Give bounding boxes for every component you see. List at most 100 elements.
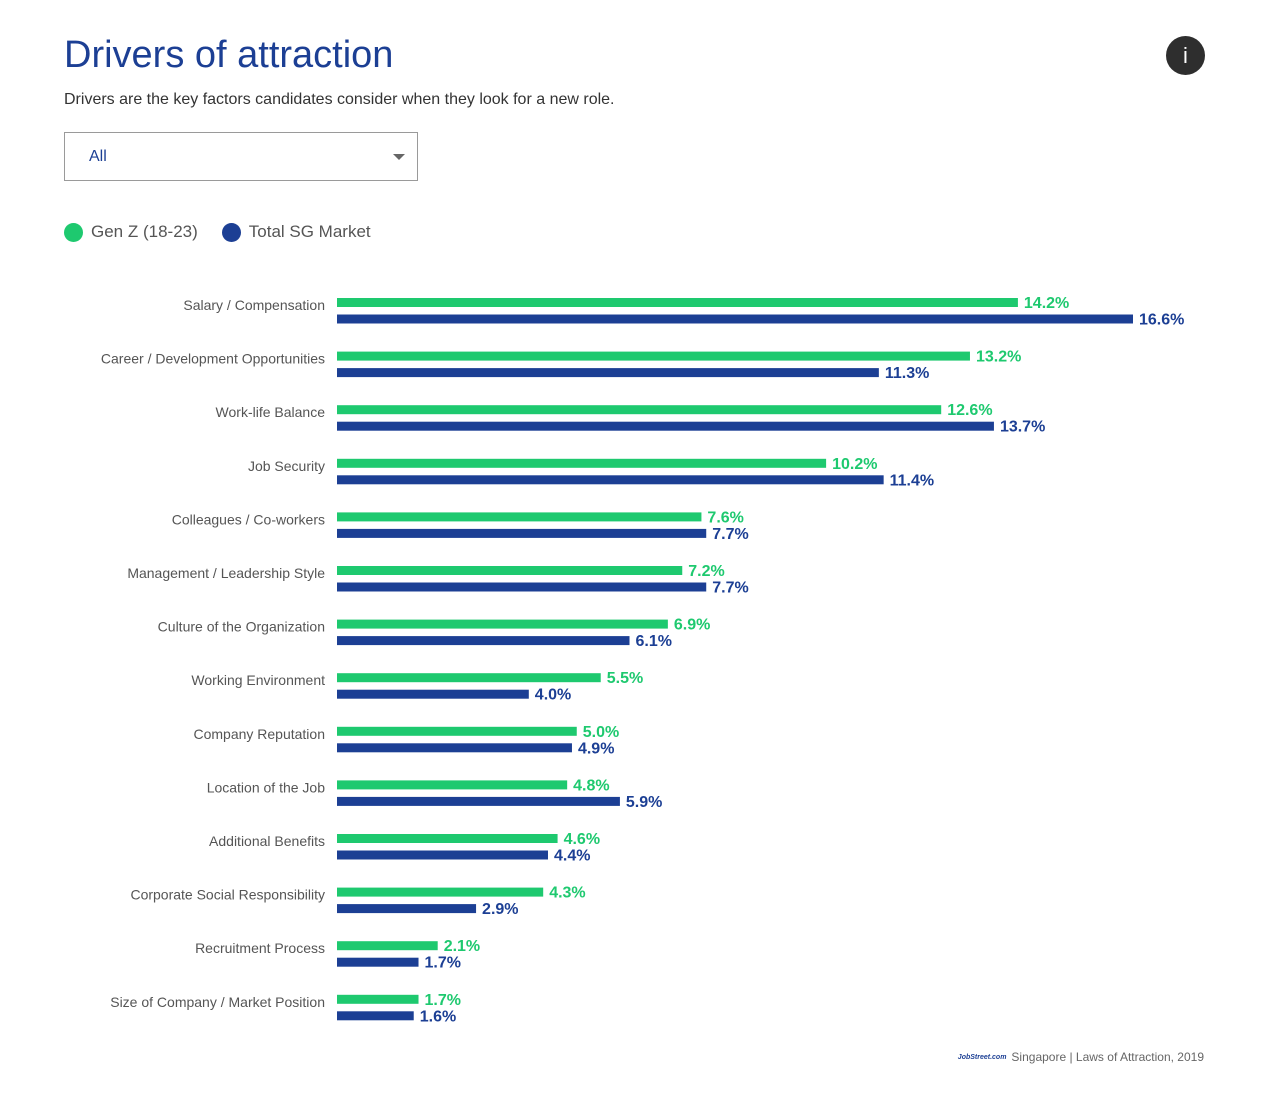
bar-total[interactable] [337,850,548,860]
bar-genz[interactable] [337,351,970,361]
chevron-down-icon [393,154,405,160]
value-label-total: 11.4% [890,472,934,489]
bar-total[interactable] [337,636,630,646]
category-label: Salary / Compensation [183,297,325,313]
category-group: Working Environment 5.5% 4.0% [191,670,643,704]
legend-label-total: Total SG Market [248,222,371,241]
value-label-total: 1.6% [420,1008,456,1025]
category-label: Company Reputation [193,726,325,742]
bar-total[interactable] [337,743,572,753]
category-label: Location of the Job [207,779,326,795]
category-label: Working Environment [191,672,325,688]
bar-total[interactable] [337,528,707,538]
category-label: Additional Benefits [209,833,325,849]
bar-total[interactable] [337,582,707,592]
bar-total[interactable] [337,689,529,699]
bar-total[interactable] [337,421,994,431]
category-group: Work-life Balance 12.6% 13.7% [216,402,1046,436]
chart-legend: Gen Z (18-23) Total SG Market [64,222,395,242]
legend-item-total[interactable]: Total SG Market [221,222,371,242]
bar-genz[interactable] [337,673,601,683]
bar-total[interactable] [337,904,477,914]
category-label: Corporate Social Responsibility [130,887,325,903]
bar-genz[interactable] [337,941,438,951]
value-label-total: 2.9% [482,901,518,918]
value-label-genz: 1.7% [425,992,461,1009]
bar-genz[interactable] [337,726,577,736]
value-label-genz: 12.6% [947,402,992,419]
info-button[interactable]: i [1166,36,1205,75]
info-icon: i [1183,42,1188,68]
value-label-genz: 5.5% [607,670,643,687]
category-label: Work-life Balance [216,404,326,420]
value-label-total: 7.7% [712,526,748,543]
value-label-genz: 7.6% [707,509,743,526]
value-label-total: 4.0% [535,687,571,704]
value-label-genz: 2.1% [444,938,480,955]
value-label-total: 4.9% [578,740,614,757]
value-label-total: 13.7% [1000,419,1045,436]
category-label: Culture of the Organization [158,619,325,635]
bar-total[interactable] [337,368,879,378]
value-label-genz: 7.2% [688,563,724,580]
category-label: Management / Leadership Style [127,565,325,581]
value-label-genz: 10.2% [832,456,877,473]
bar-genz[interactable] [337,566,683,575]
category-group: Job Security 10.2% 11.4% [248,456,934,490]
value-label-total: 11.3% [885,365,929,382]
footer-source-text: Singapore | Laws of Attraction, 2019 [1011,1050,1204,1064]
page-title: Drivers of attraction [64,34,394,76]
legend-item-genz[interactable]: Gen Z (18-23) [64,222,198,242]
category-group: Culture of the Organization 6.9%6.1% [158,617,711,651]
bar-genz[interactable] [337,619,668,629]
bar-genz[interactable] [337,458,827,468]
category-label: Job Security [248,458,325,474]
category-group: Salary / Compensation 14.2% 16.6% [183,295,1184,329]
bar-total[interactable] [337,1011,414,1021]
category-label: Career / Development Opportunities [101,351,325,367]
page-subtitle: Drivers are the key factors candidates c… [64,91,615,108]
category-group: Career / Development Opportunities 13.2% 1… [101,349,1021,383]
bar-genz[interactable] [337,994,419,1004]
category-group: Colleagues / Co-workers 7.6%7.7% [172,509,749,543]
value-label-total: 1.7% [425,955,461,972]
value-label-genz: 13.2% [976,349,1021,366]
bar-total[interactable] [337,475,884,485]
category-label: Colleagues / Co-workers [172,511,325,527]
legend-swatch-total [221,222,241,242]
filter-dropdown[interactable]: All [64,132,418,181]
value-label-genz: 14.2% [1024,295,1069,312]
value-label-genz: 5.0% [583,724,619,741]
bar-genz[interactable] [337,512,702,522]
category-group: Recruitment Process 2.1%1.7% [195,938,480,972]
value-label-genz: 4.8% [573,777,609,794]
bar-genz[interactable] [337,887,544,897]
jobstreet-logo: JobStreet.com [957,1053,1007,1061]
bar-genz[interactable] [337,780,568,790]
footer-source: JobStreet.com Singapore | Laws of Attrac… [958,1050,1204,1064]
category-group: Additional Benefits 4.6%4.4% [209,831,600,865]
bar-total[interactable] [337,796,620,806]
category-group: Corporate Social Responsibility 4.3% 2.9% [130,885,585,919]
bar-genz[interactable] [337,298,1018,307]
legend-swatch-genz [64,222,83,242]
value-label-total: 7.7% [712,580,748,597]
category-label: Size of Company / Market Position [110,994,325,1010]
bar-genz[interactable] [337,834,558,843]
bar-chart: Salary / Compensation 14.2% 16.6% Career / … [101,295,1184,1026]
value-label-genz: 6.9% [674,617,710,634]
value-label-genz: 4.3% [549,885,585,902]
bar-genz[interactable] [337,405,942,415]
value-label-total: 16.6% [1139,312,1184,329]
value-label-total: 4.4% [554,848,590,865]
bar-total[interactable] [337,957,419,967]
filter-selected-value: All [89,148,107,165]
bar-total[interactable] [337,314,1133,324]
legend-label-genz: Gen Z (18-23) [91,222,198,241]
category-group: Location of the Job 4.8% 5.9% [207,777,663,811]
category-group: Size of Company / Market Position 1.7%1.6… [110,992,461,1026]
value-label-total: 5.9% [626,794,662,811]
value-label-genz: 4.6% [564,831,600,848]
category-group: Company Reputation 5.0%4.9% [193,724,619,758]
value-label-total: 6.1% [636,633,672,650]
